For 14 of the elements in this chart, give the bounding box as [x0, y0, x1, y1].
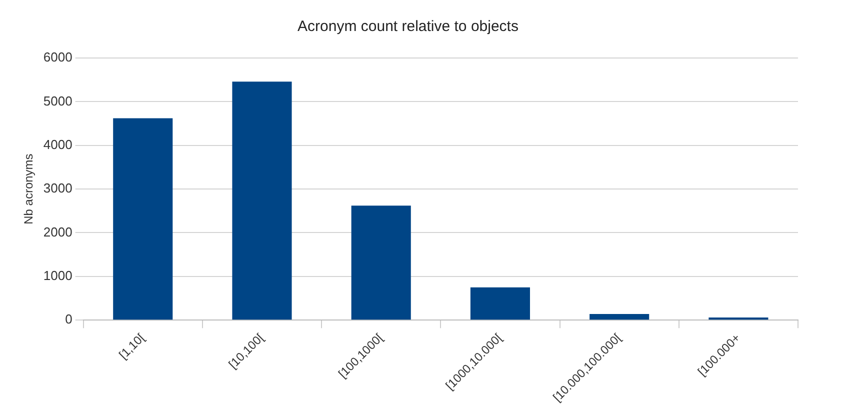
chart-title: Acronym count relative to objects	[298, 18, 518, 36]
y-tick-label: 5000	[43, 93, 72, 108]
y-tick-label: 3000	[43, 180, 72, 196]
y-axis-title: Nb acronyms	[22, 154, 36, 224]
y-tick-label: 0	[65, 312, 72, 327]
y-tick-label: 2000	[43, 224, 72, 240]
bar	[232, 82, 292, 320]
bar	[351, 206, 411, 320]
y-tick-label: 6000	[43, 50, 72, 65]
bar	[113, 118, 173, 320]
y-tick-label: 1000	[43, 268, 72, 284]
y-tick-label: 4000	[43, 136, 72, 152]
bar	[590, 314, 650, 320]
bar	[470, 287, 530, 320]
